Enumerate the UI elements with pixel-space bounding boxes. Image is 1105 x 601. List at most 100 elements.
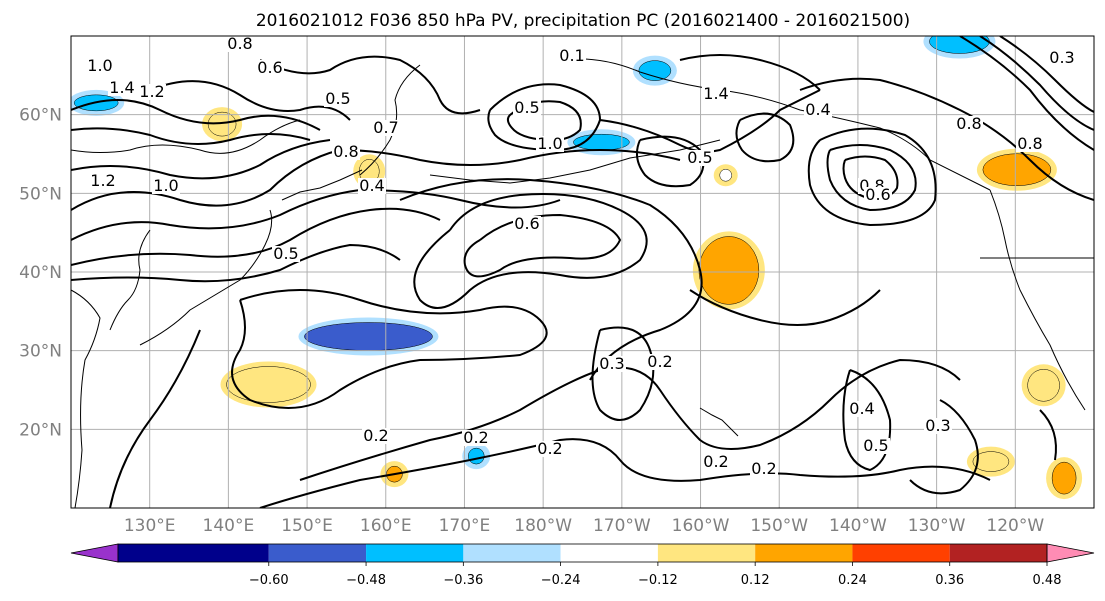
contour-label-bg (324, 91, 352, 107)
latitude-labels: 20°N 30°N 40°N 50°N 60°N (19, 106, 62, 441)
colorbar-frame (117, 543, 1048, 563)
contour-label-bg (138, 84, 166, 100)
contour-line (259, 438, 991, 508)
colorbar-segment (366, 544, 464, 562)
precip-region (719, 168, 732, 182)
colorbar-segment (268, 544, 367, 562)
contour-label-bg (86, 58, 114, 74)
contour-label: 0.4 (805, 100, 830, 119)
lat-tick-label: 30°N (19, 342, 62, 362)
lon-tick-label: 130°W (908, 516, 966, 536)
longitude-labels: 130°E 140°E 150°E 160°E 170°E 180°W 170°W 160°W… (124, 516, 1045, 536)
contour-label: 0.8 (1017, 134, 1042, 153)
precip-region (982, 153, 1052, 186)
contour-line (71, 148, 681, 211)
lon-tick-label: 150°E (281, 516, 333, 536)
colorbar-segment (463, 544, 561, 562)
contour-label-bg (924, 418, 952, 434)
contour-label-bg (702, 86, 730, 102)
gridlines (71, 36, 1094, 508)
contour-label-bg (372, 120, 400, 136)
contour-line (909, 399, 979, 495)
contour-label: 0.2 (703, 452, 728, 471)
contour-labels: 1.0 1.4 1.2 0.6 0.8 0.5 0.7 0.4 1.2 1.0 0.5 0.6 0.3 0… (86, 34, 1076, 478)
contour-line (399, 178, 703, 381)
contour-line (71, 99, 321, 131)
contour-label: 0.3 (599, 354, 624, 373)
colorbar-segment (755, 544, 853, 562)
contour-line (71, 243, 401, 283)
contour-label: 0.5 (687, 148, 712, 167)
contour-label: 0.2 (537, 439, 562, 458)
contour-line (842, 369, 892, 472)
contour-label-bg (804, 102, 832, 118)
contour-label: 0.3 (925, 416, 950, 435)
lon-tick-label: 130°E (124, 516, 176, 536)
contour-label-bg (462, 430, 490, 446)
precip-region (1027, 369, 1060, 402)
colorbar-tick-label: −0.60 (249, 573, 289, 588)
contour-line (826, 144, 917, 212)
contour-line (463, 213, 622, 278)
colorbar: −0.60 −0.48 −0.36 −0.24 −0.12 0.12 0.24 0.36 0.4… (70, 543, 1095, 588)
contour-label-bg (108, 80, 136, 96)
contour-label: 0.2 (363, 426, 388, 445)
contour-line (149, 80, 351, 121)
pv-contours (71, 36, 1094, 508)
colorbar-tick-label: 0.24 (838, 573, 867, 588)
colorbar-tick-label: 0.36 (935, 573, 964, 588)
contour-label-bg (513, 100, 541, 116)
colorbar-extend-high (1046, 543, 1095, 563)
contour-line (259, 55, 481, 115)
precipitation-layer (71, 36, 1083, 500)
contour-label-bg (332, 144, 360, 160)
lat-tick-label: 50°N (19, 184, 62, 204)
contour-label-bg (362, 428, 390, 444)
lon-tick-label: 150°W (750, 516, 808, 536)
precip-region (638, 60, 672, 81)
contour-label: 0.2 (647, 352, 672, 371)
contour-label-bg (646, 354, 674, 370)
contour-line (999, 36, 1094, 113)
contour-label-bg (598, 356, 626, 372)
lon-tick-label: 140°W (829, 516, 887, 536)
contour-label: 1.0 (87, 56, 112, 75)
colorbar-tick-label: −0.48 (346, 573, 386, 588)
contour-line (71, 139, 331, 180)
precip-region (698, 236, 760, 305)
contour-label: 0.5 (863, 436, 888, 455)
contour-label: 0.8 (956, 114, 981, 133)
contour-label-bg (702, 454, 730, 470)
coastline-japan (139, 209, 273, 346)
lat-tick-label: 40°N (19, 263, 62, 283)
contour-line (679, 54, 821, 91)
contour-label: 0.3 (1049, 48, 1074, 67)
contour-line (979, 36, 1094, 131)
contour-label: 0.4 (849, 399, 874, 418)
contour-label: 0.2 (751, 459, 776, 478)
contour-label: 0.2 (463, 428, 488, 447)
contour-line (71, 188, 561, 241)
precip-region (468, 447, 485, 465)
contour-line (599, 89, 821, 153)
contour-line (799, 77, 1094, 201)
contour-label: 0.6 (865, 185, 890, 204)
contour-label-bg (536, 441, 564, 457)
chart-title: 2016021012 F036 850 hPa PV, precipitatio… (256, 11, 910, 31)
contour-label-bg (558, 48, 586, 64)
contour-label-bg (1016, 136, 1044, 152)
colorbar-tick-label: −0.12 (638, 573, 678, 588)
lon-tick-label: 140°E (203, 516, 255, 536)
contour-label: 0.6 (514, 214, 539, 233)
contour-line (231, 289, 548, 409)
colorbar-segment (560, 544, 658, 562)
contour-label: 0.8 (227, 34, 252, 53)
lon-tick-label: 160°W (672, 516, 730, 536)
lat-tick-label: 60°N (19, 106, 62, 126)
contour-label-bg (1048, 50, 1076, 66)
precip-region (226, 366, 311, 403)
contour-line (635, 135, 705, 188)
contour-label: 0.5 (514, 98, 539, 117)
contour-label-bg (536, 136, 564, 152)
